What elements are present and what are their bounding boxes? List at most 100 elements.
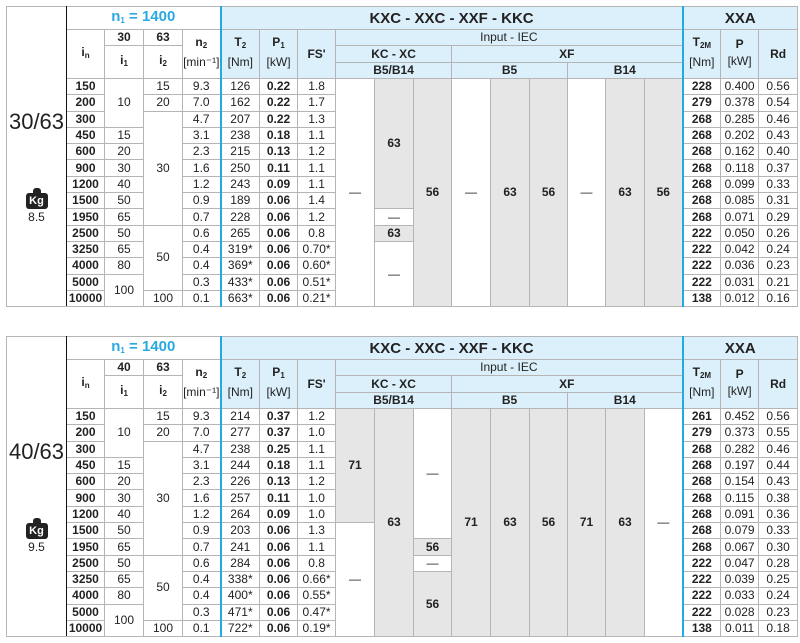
table-row: 2500 50 50 0.6 265 0.06 0.8 63 222 0.050 0.26 [7, 224, 799, 291]
n2-value: 0.1 [181, 619, 222, 638]
fs-value: 1.0 [297, 424, 337, 442]
weight-value: 8.5 [28, 210, 45, 224]
fs-value: 1.0 [297, 489, 337, 507]
fs-value: 1.1 [297, 126, 337, 145]
n2-value: 0.7 [181, 208, 222, 226]
t2m-value: 268 [681, 522, 722, 540]
fs-value: 1.2 [297, 208, 337, 226]
i2-value: 100 [143, 619, 183, 638]
i1-value: 65 [104, 240, 144, 259]
n2-value: 0.7 [181, 538, 222, 556]
rd-value: 0.29 [758, 208, 799, 226]
iec-size-cell: — [374, 240, 415, 308]
n2-header: n2 [min⁻¹] [181, 359, 222, 409]
p1-value: 0.09 [259, 505, 299, 524]
fs-value: 1.2 [297, 473, 337, 491]
p-value: 0.039 [720, 570, 760, 589]
fs-value: 1.1 [297, 159, 337, 177]
rd-value: 0.44 [758, 456, 799, 475]
t2m-value: 268 [681, 489, 722, 507]
p-value: 0.282 [720, 440, 760, 458]
t2-value: 400* [219, 587, 261, 605]
fs-header: FS' [297, 29, 337, 79]
table-row: 3250 65 0.4 319* 0.06 0.70* —222 0.042 0.24 [7, 240, 799, 308]
iec-size-cell: 71 [567, 407, 607, 638]
in-value: 900 [66, 489, 105, 507]
n2-value: 3.1 [181, 456, 222, 475]
p1-value: 0.06 [259, 224, 299, 242]
rd-value: 0.40 [758, 143, 799, 161]
t2m-value: 268 [681, 208, 722, 226]
t2-value: 203 [219, 522, 261, 540]
fs-value: 1.2 [297, 143, 337, 161]
i1-value: 80 [104, 257, 144, 275]
t2-value: 277 [219, 424, 261, 442]
p-value: 0.118 [720, 159, 760, 177]
p-value: 0.071 [720, 208, 760, 226]
t2-value: 264 [219, 505, 261, 524]
fs-value: 1.1 [297, 456, 337, 475]
i2-header: i2 [143, 375, 183, 409]
in-value: 450 [66, 126, 105, 145]
t2-value: 226 [219, 473, 261, 491]
in-value: 2500 [66, 224, 105, 242]
fs-value: 1.2 [297, 407, 337, 426]
spec-table-30-63: 30/63 Kg 8.5 n1 = 1400 KXC - XXC - XXF - KKC… [6, 5, 799, 308]
iec-size-cell: 63 [490, 77, 531, 308]
table-row: 150 10 15 9.3 214 0.37 1.2 71 63—71 63 56 71 63—261 0… [7, 407, 799, 638]
n2-value: 4.7 [181, 440, 222, 458]
p1-value: 0.22 [259, 77, 299, 96]
fs-value: 1.3 [297, 522, 337, 540]
fs-value: 1.1 [297, 538, 337, 556]
in-value: 1500 [66, 522, 105, 540]
p1-value: 0.22 [259, 94, 299, 112]
iec-size-cell: 63 [374, 224, 415, 242]
in-value: 5000 [66, 273, 105, 291]
p-value: 0.162 [720, 143, 760, 161]
p1-value: 0.13 [259, 143, 299, 161]
iec-size-cell: — [451, 77, 492, 308]
n2-value: 0.4 [181, 257, 222, 275]
t2-value: 207 [219, 110, 261, 128]
fs-value: 0.51* [297, 273, 337, 291]
p-value: 0.115 [720, 489, 760, 507]
in-value: 150 [66, 407, 105, 426]
rd-value: 0.24 [758, 587, 799, 605]
t2m-header: T2M [Nm] [681, 29, 722, 79]
header-row: 30/63 Kg 8.5 n1 = 1400 KXC - XXC - XXF - KKC… [6, 5, 799, 308]
t2-value: 214 [219, 407, 261, 426]
fs-value: 0.60* [297, 257, 337, 275]
t2m-value: 222 [681, 224, 722, 242]
i1-value: 100 [104, 603, 144, 638]
t2m-value: 222 [681, 603, 722, 621]
in-header: in [66, 29, 105, 79]
iec-size-cell: 63 [490, 407, 531, 638]
p1-value: 0.22 [259, 110, 299, 128]
p-value: 0.197 [720, 456, 760, 475]
t2-value: 228 [219, 208, 261, 226]
in-value: 900 [66, 159, 105, 177]
kc-xc-header: KC - XC [335, 375, 453, 393]
rd-value: 0.23 [758, 257, 799, 275]
t2m-value: 268 [681, 538, 722, 556]
t2-value: 189 [219, 192, 261, 210]
in-value: 450 [66, 456, 105, 475]
b14-header: B14 [567, 392, 684, 409]
iec-size-cell: 56 [413, 570, 453, 638]
t2-value: 250 [219, 159, 261, 177]
p-value: 0.099 [720, 175, 760, 194]
t2-value: 238 [219, 126, 261, 145]
rd-value: 0.24 [758, 240, 799, 259]
p1-value: 0.06 [259, 289, 299, 308]
iec-size-cell: 56 [644, 77, 684, 308]
p-value: 0.050 [720, 224, 760, 242]
b5-b14-header: B5/B14 [335, 392, 453, 409]
rd-value: 0.23 [758, 603, 799, 621]
t2-value: 265 [219, 224, 261, 242]
in-value: 300 [66, 440, 105, 458]
t2-value: 433* [219, 273, 261, 291]
t2m-value: 222 [681, 257, 722, 275]
t2-value: 162 [219, 94, 261, 112]
fs-value: 1.1 [297, 175, 337, 194]
rd-value: 0.26 [758, 224, 799, 242]
